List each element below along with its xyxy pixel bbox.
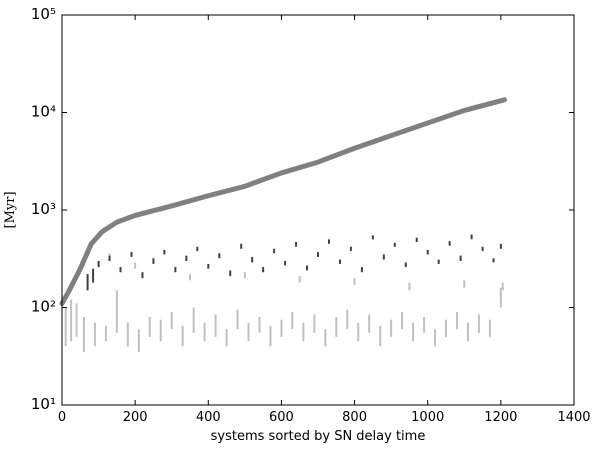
x-tick-label: 200 [123,410,148,425]
x-tick-label: 1400 [557,410,590,425]
data-line [59,97,508,306]
x-axis-label: systems sorted by SN delay time [211,429,426,444]
x-tick-label: 0 [58,410,66,425]
x-tick-label: 400 [196,410,221,425]
x-tick-label: 1000 [411,410,444,425]
y-tick-label: 10² [31,298,56,316]
y-tick-label: 10⁵ [31,5,56,23]
x-tick-label: 1200 [484,410,517,425]
y-axis-label: [Myr] [3,191,18,228]
y-tick-label: 10¹ [31,395,56,413]
y-tick-label: 10³ [31,200,56,218]
x-tick-label: 600 [269,410,294,425]
y-tick-label: 10⁴ [31,103,56,121]
x-tick-label: 800 [342,410,367,425]
